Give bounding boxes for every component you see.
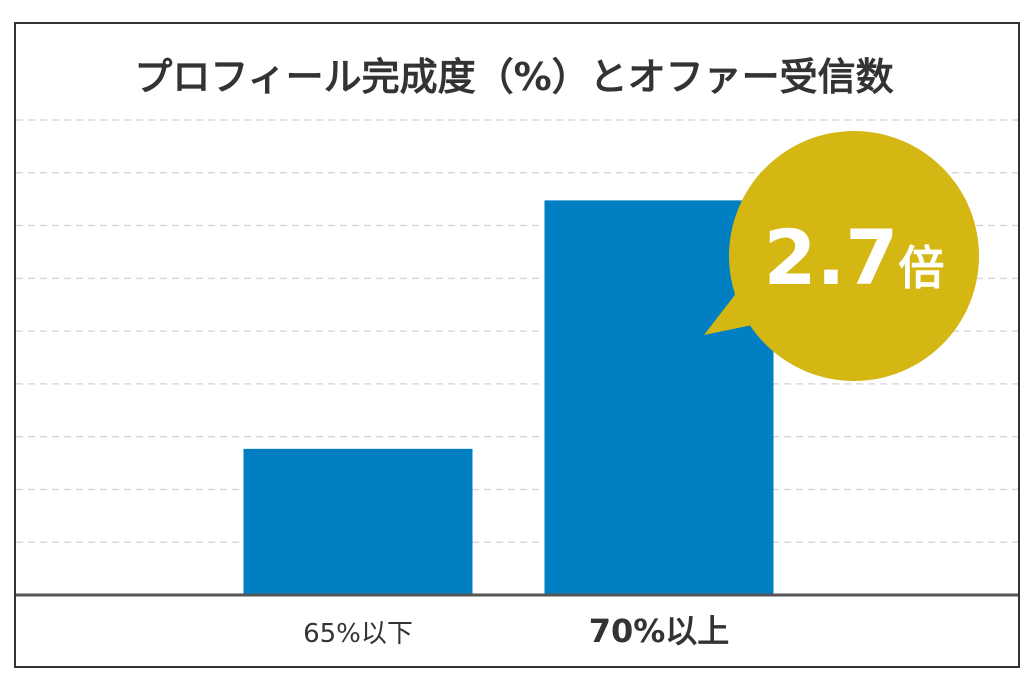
bars: [243, 200, 774, 595]
callout-bubble: [729, 131, 979, 381]
chart-svg: プロフィール完成度（%）とオファー受信数 65%以下 70%以上 2.7倍: [16, 55, 1018, 650]
callout-unit: 倍: [898, 241, 944, 295]
bar-1: [243, 448, 473, 595]
callout-value: 2.7: [764, 213, 899, 302]
x-tick-labels: 65%以下 70%以上: [303, 612, 729, 650]
chart-title: プロフィール完成度（%）とオファー受信数: [134, 55, 893, 99]
callout-label: 2.7倍: [764, 213, 945, 302]
x-tick-label-1: 65%以下: [303, 619, 413, 649]
x-tick-label-2: 70%以上: [589, 612, 730, 650]
chart-frame: プロフィール完成度（%）とオファー受信数 65%以下 70%以上 2.7倍: [14, 22, 1020, 668]
ratio-callout: 2.7倍: [704, 131, 979, 381]
